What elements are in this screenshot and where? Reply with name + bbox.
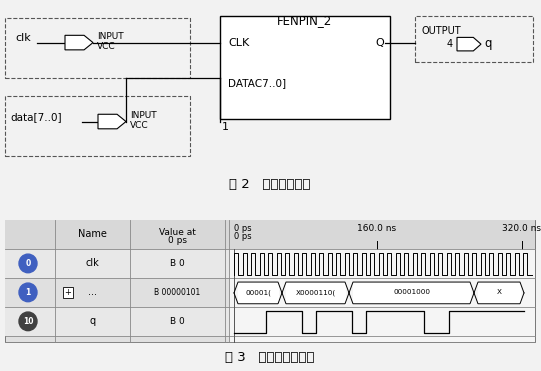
Text: B 0: B 0 [170,259,185,268]
Text: q: q [484,37,492,50]
Text: 0 ps: 0 ps [234,232,252,241]
Bar [229,249,535,342]
Text: 图 3   分频器仿真波形: 图 3 分频器仿真波形 [225,351,315,364]
Bar [5,249,535,278]
Text: ...: ... [88,288,97,298]
Bar [63,287,73,298]
Text: 1: 1 [25,288,31,297]
Text: 4: 4 [447,39,453,49]
Text: 160.0 ns: 160.0 ns [358,224,397,233]
Text: Value at: Value at [159,228,196,237]
Text: Name: Name [78,230,107,239]
Text: clk: clk [15,33,31,43]
Bar [5,307,535,336]
Text: 10: 10 [23,317,33,326]
Text: Q: Q [375,37,384,47]
Bar [415,16,533,62]
Bar [5,18,190,78]
Text: CLK: CLK [228,37,249,47]
Text: data[7..0]: data[7..0] [10,112,62,122]
Text: B 00000101: B 00000101 [154,288,201,297]
Text: 0: 0 [25,259,31,268]
Text: VCC: VCC [130,121,149,130]
Circle shape [19,254,37,273]
Text: 0 ps: 0 ps [168,236,187,245]
Bar [5,96,190,156]
Text: DATAC7..0]: DATAC7..0] [228,78,286,88]
Polygon shape [457,37,481,51]
Text: VCC: VCC [97,42,116,51]
Text: FENPIN_2: FENPIN_2 [278,14,333,27]
Text: INPUT: INPUT [97,32,124,41]
Text: 1: 1 [222,122,229,132]
Text: 320.0 ns: 320.0 ns [503,224,541,233]
Text: OUTPUT: OUTPUT [422,26,461,36]
Bar [5,220,535,249]
Bar [5,278,535,307]
Circle shape [19,312,37,331]
Text: INPUT: INPUT [130,111,157,120]
Polygon shape [98,114,126,129]
Text: 0 ps: 0 ps [234,224,252,233]
Text: 00001(: 00001( [245,289,271,296]
Text: B 0: B 0 [170,317,185,326]
Text: X: X [497,289,502,295]
Text: 图 2   分频器原理图: 图 2 分频器原理图 [229,178,311,191]
Text: q: q [89,316,96,326]
Text: X0000110(: X0000110( [295,289,335,296]
Text: clk: clk [85,259,100,269]
Text: +: + [64,288,71,297]
Bar [5,220,535,342]
Text: 00001000: 00001000 [393,289,430,295]
Polygon shape [65,35,93,50]
Bar [220,16,390,119]
Circle shape [19,283,37,302]
